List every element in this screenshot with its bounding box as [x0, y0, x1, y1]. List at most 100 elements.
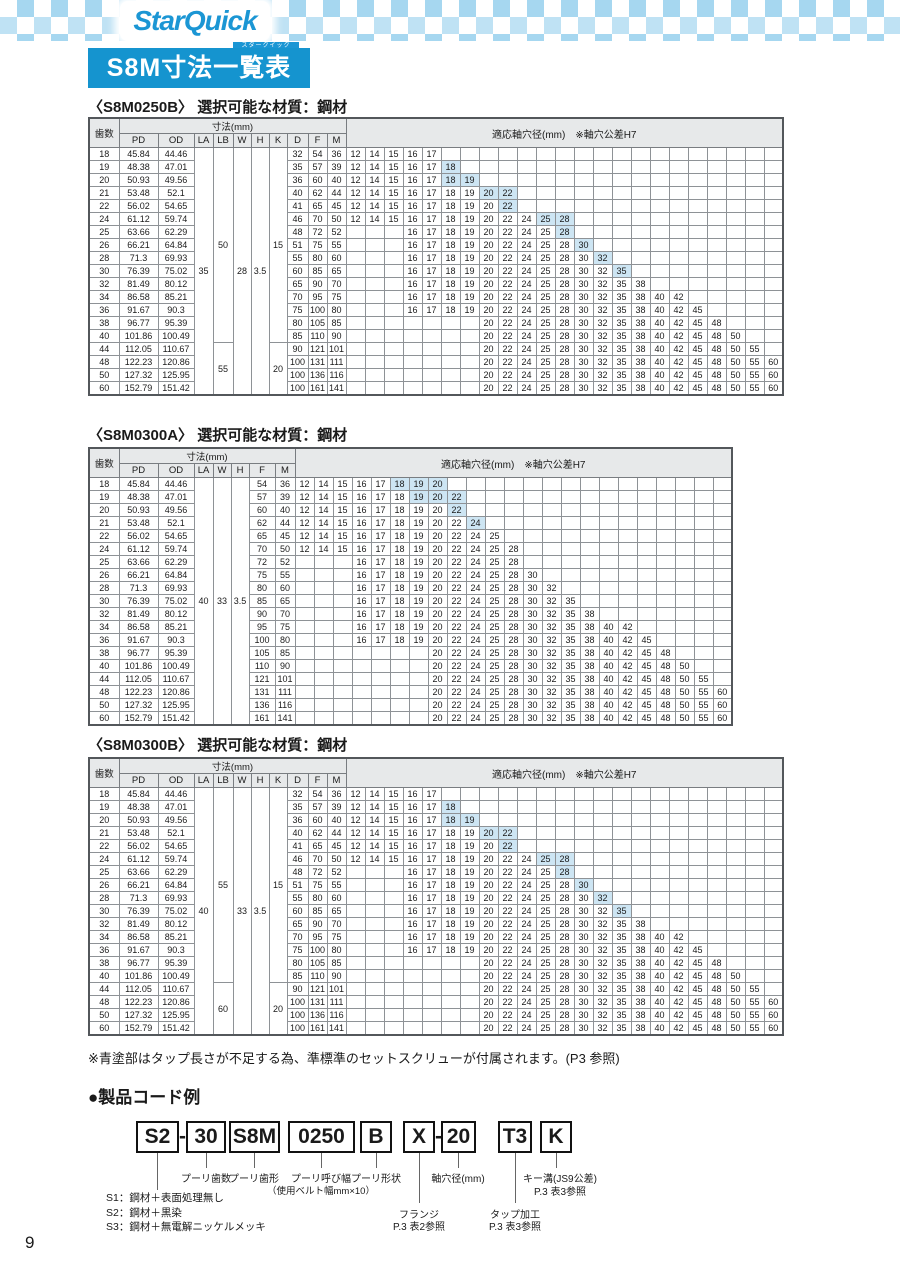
- bore-cell: 30: [522, 659, 543, 673]
- bore-cell: [712, 529, 733, 543]
- dim-cell-F: 131: [307, 995, 328, 1009]
- bore-cell: 32: [541, 607, 562, 621]
- dim-cell-F: 85: [307, 264, 328, 278]
- table2-title: 〈S8M0300A〉 選択可能な材質：鋼材: [88, 427, 348, 444]
- bore-cell: 55: [744, 368, 765, 382]
- bore-cell: 42: [617, 698, 638, 712]
- bore-cell: 48: [706, 1021, 727, 1036]
- bore-cell: 18: [389, 594, 410, 608]
- dim-col-header-K: K: [268, 133, 288, 148]
- bore-cell: [687, 290, 708, 304]
- bore-cell: [712, 581, 733, 595]
- bore-cell: 28: [554, 290, 575, 304]
- bore-cell: [706, 186, 727, 200]
- dims-header: 寸法(mm): [118, 117, 347, 134]
- bore-cell: [351, 698, 372, 712]
- table-row: 28 71.3 69.93 55 80 60 16 17 18 19 20 22 24 25 28 30 32: [88, 251, 784, 265]
- bore-cell: 45: [636, 698, 657, 712]
- dim-cell-M: 90: [326, 329, 347, 343]
- bore-cell: [421, 995, 442, 1009]
- bore-cell: 24: [516, 277, 537, 291]
- od-cell: 85.21: [157, 290, 195, 304]
- bore-cell: [763, 251, 784, 265]
- bore-cell: 16: [351, 581, 372, 595]
- bore-cell: [649, 264, 670, 278]
- bore-cell: 20: [478, 277, 499, 291]
- pd-cell: 53.48: [118, 186, 159, 200]
- bore-cell: [706, 865, 727, 879]
- teeth-cell: 38: [88, 316, 120, 330]
- dim-cell-M: 141: [326, 381, 347, 396]
- pd-cell: 66.21: [118, 878, 159, 892]
- dim-col-header-H: H: [230, 463, 250, 478]
- bore-cell: 32: [541, 672, 562, 686]
- bore-cell: 32: [592, 1008, 613, 1022]
- bore-cell: 38: [579, 672, 600, 686]
- bore-cell: [421, 342, 442, 356]
- bore-cell: 42: [617, 646, 638, 660]
- bore-cell: 15: [383, 199, 404, 213]
- od-cell: 49.56: [157, 503, 195, 517]
- bore-cell: 28: [503, 646, 524, 660]
- pd-cell: 45.84: [118, 147, 159, 161]
- bore-cell: 28: [554, 251, 575, 265]
- bore-cell: 14: [364, 173, 385, 187]
- dim-cell-F: 57: [248, 490, 276, 504]
- teeth-cell: 21: [88, 186, 120, 200]
- bore-cell: 48: [655, 672, 676, 686]
- bore-cell: [611, 238, 632, 252]
- bore-cell: 48: [655, 711, 676, 726]
- bore-cell: [725, 238, 746, 252]
- bore-cell: 32: [592, 381, 613, 396]
- bore-cell: 19: [408, 581, 429, 595]
- bore-cell: 45: [687, 1008, 708, 1022]
- bore-cell: 35: [611, 277, 632, 291]
- bore-cell: [649, 173, 670, 187]
- bore-cell: 35: [611, 1021, 632, 1036]
- bore-cell: 16: [402, 147, 423, 161]
- dim-cell-D: 40: [286, 826, 309, 840]
- bore-cell: [497, 787, 518, 801]
- bore-cell: 24: [516, 329, 537, 343]
- bore-cell: [440, 355, 461, 369]
- bore-cell: [535, 800, 556, 814]
- dim-cell-M: 111: [274, 685, 296, 699]
- bore-cell: [687, 787, 708, 801]
- bore-cell: 18: [389, 555, 410, 569]
- bore-cell: [459, 368, 480, 382]
- bore-cell: [351, 659, 372, 673]
- bore-cell: 24: [465, 711, 486, 726]
- bore-cell: 16: [402, 251, 423, 265]
- bore-cell: [440, 969, 461, 983]
- dim-cell-M: 50: [274, 542, 296, 556]
- dim-cell-D: 55: [286, 891, 309, 905]
- bore-cell: [345, 251, 366, 265]
- dim-cell-F: 80: [307, 251, 328, 265]
- bore-cell: 20: [427, 711, 448, 726]
- bore-cell: [744, 956, 765, 970]
- bore-cell: 19: [459, 225, 480, 239]
- bore-cell: [345, 368, 366, 382]
- dim-cell-F: 121: [248, 672, 276, 686]
- bore-cell: 22: [446, 594, 467, 608]
- pd-cell: 71.3: [118, 891, 159, 905]
- bore-cell: 20: [478, 930, 499, 944]
- bore-cell: [725, 839, 746, 853]
- bore-cell: 40: [649, 316, 670, 330]
- bore-cell: 40: [649, 982, 670, 996]
- bore-cell: 20: [478, 329, 499, 343]
- bore-cell: [573, 186, 594, 200]
- bore-cell: [516, 147, 537, 161]
- bore-cell: 19: [408, 542, 429, 556]
- bore-cell: 38: [579, 659, 600, 673]
- bore-cell: 35: [560, 711, 581, 726]
- bore-cell: [383, 225, 404, 239]
- bore-cell: 38: [630, 316, 651, 330]
- bore-cell: 32: [592, 277, 613, 291]
- bore-cell: [364, 943, 385, 957]
- bore-cell: [440, 342, 461, 356]
- bore-cell: [573, 160, 594, 174]
- bore-cell: [402, 1021, 423, 1036]
- teeth-cell: 26: [88, 238, 120, 252]
- bore-cell: 48: [706, 355, 727, 369]
